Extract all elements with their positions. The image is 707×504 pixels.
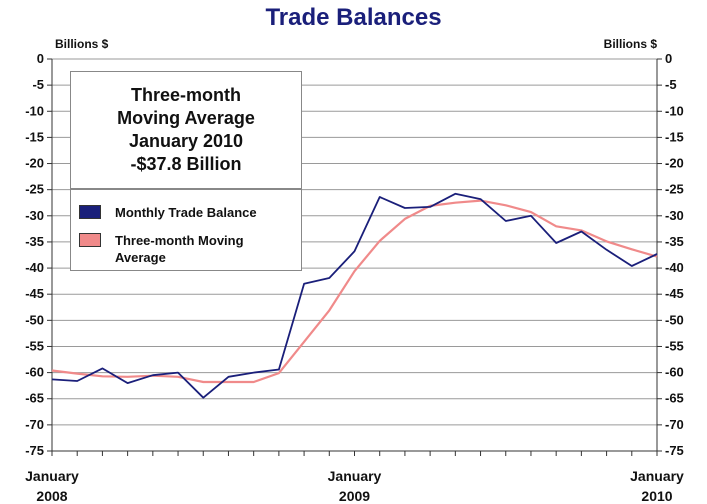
chart-title: Trade Balances — [265, 4, 442, 31]
legend-swatch-moving-average — [79, 233, 101, 247]
x-tick-label-year: 2010 — [641, 488, 672, 504]
y-tick-label-left: -25 — [25, 182, 44, 197]
axes — [47, 58, 662, 456]
y-tick-label-left: -5 — [32, 77, 44, 92]
y-tick-label-right: 0 — [665, 51, 672, 66]
left-axis-unit-label: Billions $ — [55, 37, 109, 51]
y-tick-label-left: -60 — [25, 365, 44, 380]
annotation-line: Moving Average — [117, 108, 255, 128]
y-tick-label-right: -35 — [665, 234, 684, 249]
legend-swatch-monthly — [79, 205, 101, 219]
legend-entry-moving-average: Three-month Moving Average — [79, 232, 285, 266]
y-tick-label-right: -50 — [665, 312, 684, 327]
y-tick-label-right: -5 — [665, 77, 677, 92]
y-tick-label-right: -75 — [665, 443, 684, 458]
x-tick-label-month: January — [328, 468, 382, 484]
y-tick-label-right: -40 — [665, 260, 684, 275]
annotation-line: January 2010 — [128, 131, 244, 151]
y-tick-label-left: -30 — [25, 208, 44, 223]
legend-entry-monthly: Monthly Trade Balance — [79, 204, 285, 221]
y-tick-label-left: -55 — [25, 338, 44, 353]
annotation-line: Three-month — [131, 85, 241, 105]
y-tick-label-left: -15 — [25, 129, 44, 144]
y-tick-label-left: -70 — [25, 417, 44, 432]
y-tick-label-left: -75 — [25, 443, 44, 458]
y-tick-label-right: -10 — [665, 103, 684, 118]
y-tick-label-right: -60 — [665, 365, 684, 380]
y-tick-label-left: -50 — [25, 312, 44, 327]
x-tick-label-month: January — [630, 468, 684, 484]
x-tick-label-year: 2009 — [339, 488, 370, 504]
annotation-line: -$37.8 Billion — [130, 154, 242, 174]
y-tick-label-right: -15 — [665, 129, 684, 144]
tick-labels: 0 0 -5 -5 -10 -10 -15 -15 -20 -20 -25 -25 -30 -30 -35 -… — [25, 51, 684, 504]
y-tick-label-left: 0 — [37, 51, 44, 66]
x-tick-label-month: January — [25, 468, 79, 484]
y-tick-label-left: -65 — [25, 391, 44, 406]
legend: Monthly Trade Balance Three-month Moving… — [70, 189, 302, 271]
y-tick-label-right: -55 — [665, 338, 684, 353]
y-tick-label-right: -70 — [665, 417, 684, 432]
y-tick-label-right: -30 — [665, 208, 684, 223]
y-tick-label-right: -45 — [665, 286, 684, 301]
y-tick-label-right: -25 — [665, 182, 684, 197]
y-tick-label-left: -20 — [25, 156, 44, 171]
right-axis-unit-label: Billions $ — [603, 37, 657, 51]
series-line-monthly — [51, 192, 658, 399]
y-tick-label-left: -40 — [25, 260, 44, 275]
y-tick-label-right: -20 — [665, 156, 684, 171]
y-tick-label-left: -45 — [25, 286, 44, 301]
series-lines — [51, 192, 658, 399]
y-tick-label-right: -65 — [665, 391, 684, 406]
annotation-box: Three-month Moving Average January 2010 … — [70, 71, 302, 189]
legend-label-moving-average: Three-month Moving Average — [115, 233, 244, 265]
x-tick-label-year: 2008 — [36, 488, 67, 504]
y-tick-label-left: -35 — [25, 234, 44, 249]
legend-label-monthly: Monthly Trade Balance — [115, 205, 257, 220]
y-tick-label-left: -10 — [25, 103, 44, 118]
